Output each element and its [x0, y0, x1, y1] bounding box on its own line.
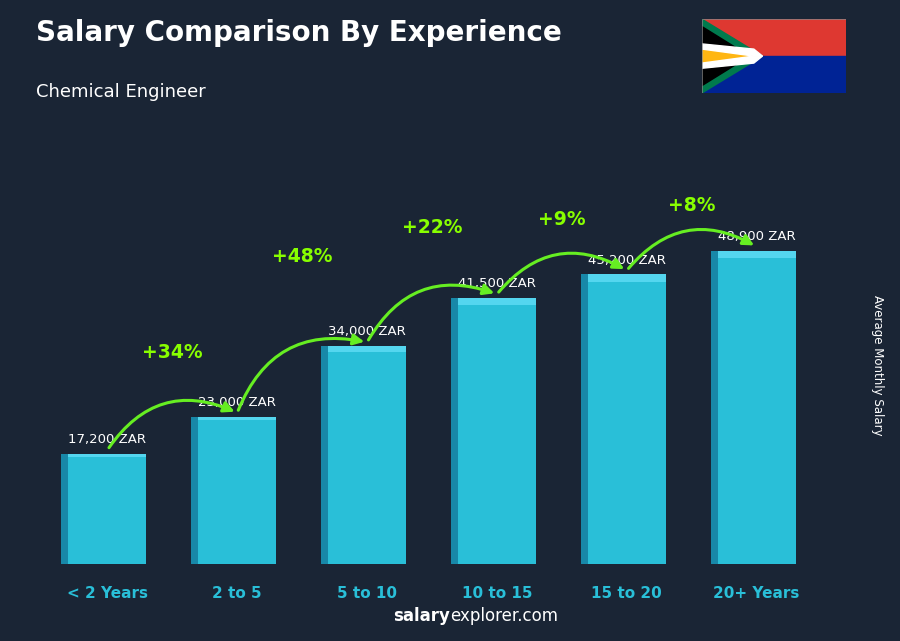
Text: explorer.com: explorer.com [450, 607, 558, 625]
Text: Chemical Engineer: Chemical Engineer [36, 83, 206, 101]
Bar [580, 274, 588, 564]
Text: 23,000 ZAR: 23,000 ZAR [198, 396, 276, 409]
Text: 10 to 15: 10 to 15 [462, 586, 532, 601]
Bar [198, 417, 276, 564]
Text: salary: salary [393, 607, 450, 625]
Text: < 2 Years: < 2 Years [67, 586, 148, 601]
Bar [588, 274, 666, 564]
Text: 5 to 10: 5 to 10 [338, 586, 397, 601]
Bar [458, 298, 536, 564]
Text: 20+ Years: 20+ Years [714, 586, 800, 601]
Text: Average Monthly Salary: Average Monthly Salary [871, 295, 884, 436]
Bar [321, 346, 328, 564]
Bar [192, 417, 198, 564]
Polygon shape [702, 26, 750, 86]
Text: 17,200 ZAR: 17,200 ZAR [68, 433, 147, 446]
Text: 48,900 ZAR: 48,900 ZAR [718, 230, 796, 243]
Text: 41,500 ZAR: 41,500 ZAR [458, 278, 536, 290]
Polygon shape [702, 47, 762, 65]
Bar [717, 251, 796, 564]
Text: +9%: +9% [538, 210, 586, 229]
Text: +22%: +22% [401, 218, 463, 237]
Bar [328, 346, 406, 564]
Bar [68, 454, 147, 456]
Bar [458, 298, 536, 304]
Polygon shape [702, 56, 762, 68]
Bar [702, 19, 846, 56]
Text: 34,000 ZAR: 34,000 ZAR [328, 326, 406, 338]
Bar [328, 346, 406, 351]
Text: +8%: +8% [668, 196, 716, 215]
Bar [588, 274, 666, 281]
Text: 45,200 ZAR: 45,200 ZAR [588, 254, 666, 267]
Bar [451, 298, 458, 564]
Text: 2 to 5: 2 to 5 [212, 586, 262, 601]
Polygon shape [702, 44, 762, 56]
Text: +48%: +48% [272, 247, 332, 266]
Text: Salary Comparison By Experience: Salary Comparison By Experience [36, 19, 562, 47]
Text: +34%: +34% [142, 343, 202, 362]
Bar [61, 454, 68, 564]
Bar [68, 454, 147, 564]
Bar [717, 251, 796, 258]
Bar [702, 56, 846, 93]
Bar [198, 417, 276, 420]
Bar [711, 251, 717, 564]
Polygon shape [702, 19, 762, 93]
Text: 15 to 20: 15 to 20 [591, 586, 662, 601]
